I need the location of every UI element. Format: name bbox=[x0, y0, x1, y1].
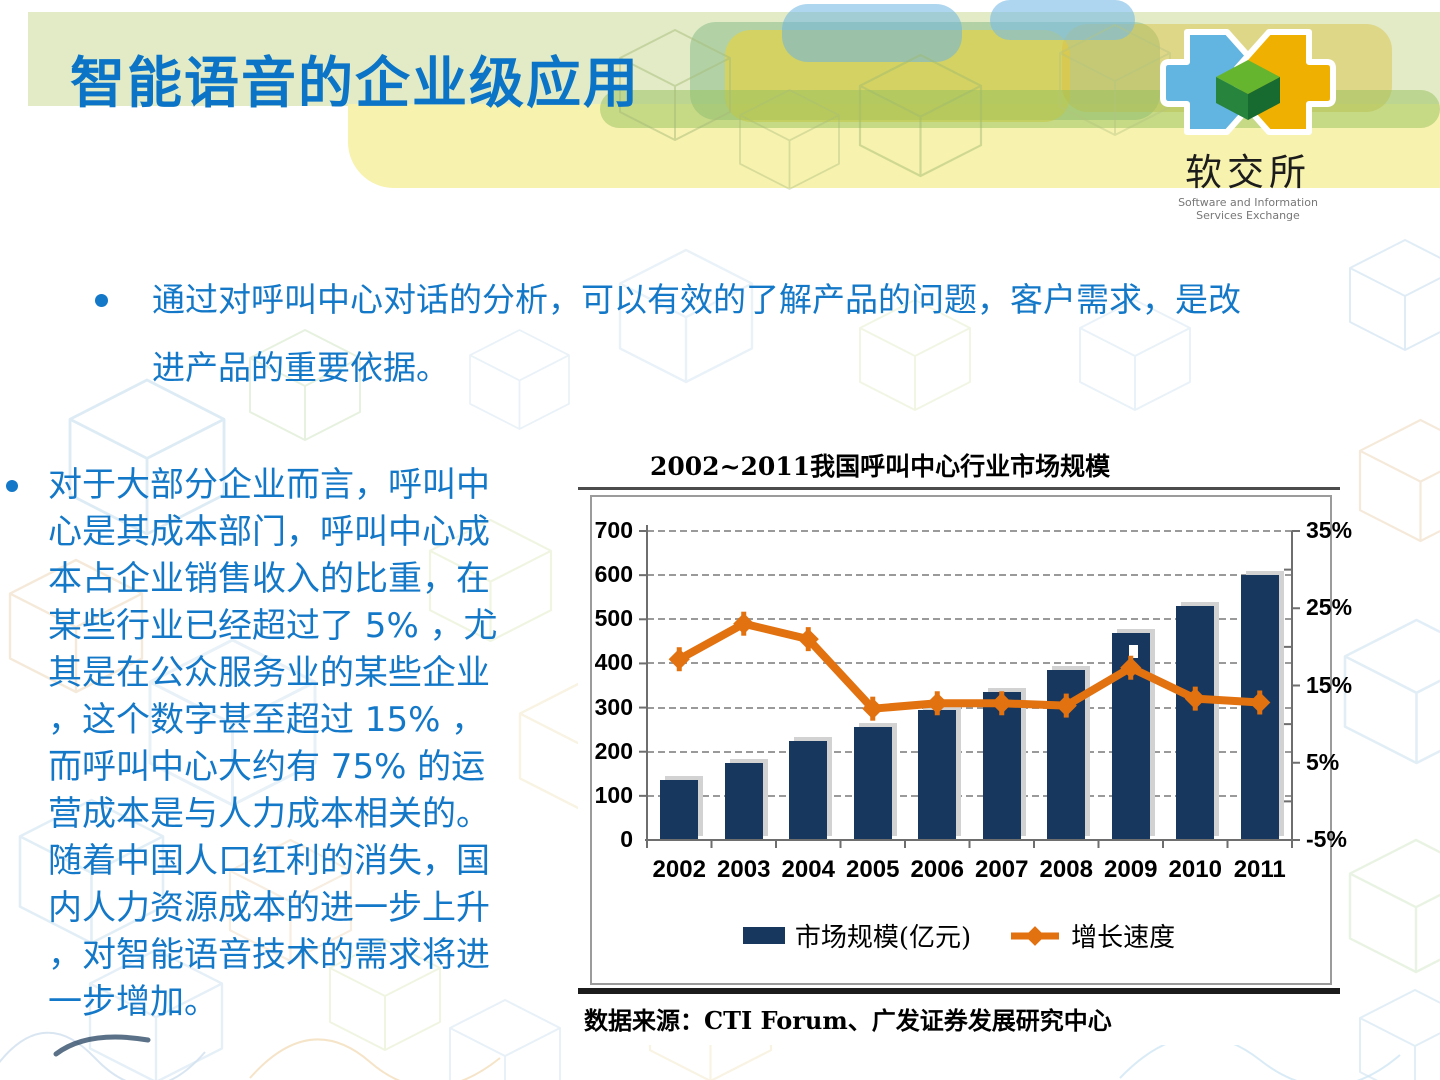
x-axis-label-2009: 2009 bbox=[1104, 856, 1158, 883]
chart-title: 2002~2011我国呼叫中心行业市场规模 bbox=[650, 452, 1111, 481]
chart-panel: 2002~2011我国呼叫中心行业市场规模 0 100 200 300 400 500 60… bbox=[578, 443, 1352, 1045]
bar-2002 bbox=[660, 780, 699, 840]
chart-source: 数据来源：CTI Forum、广发证券发展研究中心 bbox=[584, 1006, 1112, 1035]
gridline-600 bbox=[647, 574, 1292, 577]
x-axis-label-2008: 2008 bbox=[1039, 856, 1093, 883]
right-axis-label--5%: -5% bbox=[1306, 826, 1347, 852]
right-axis-label-35%: 35% bbox=[1306, 517, 1353, 543]
left-axis-label-200: 200 bbox=[594, 737, 633, 764]
right-axis-label-25%: 25% bbox=[1306, 594, 1353, 621]
bullet-dot bbox=[6, 480, 18, 492]
logo-cube-icon bbox=[1216, 60, 1280, 120]
chart-bottom-divider bbox=[578, 988, 1340, 994]
legend-label: 市场规模(亿元) bbox=[794, 923, 972, 953]
growth-marker-2007 bbox=[991, 692, 1013, 714]
x-axis-label-2003: 2003 bbox=[717, 856, 771, 883]
x-axis-label-2007: 2007 bbox=[975, 856, 1029, 883]
left-axis-label-600: 600 bbox=[594, 561, 633, 588]
bar-2007 bbox=[982, 692, 1021, 840]
header-deco-blue-small bbox=[990, 0, 1135, 40]
x-axis-label-2002: 2002 bbox=[652, 856, 706, 883]
left-axis-label-300: 300 bbox=[594, 693, 633, 720]
logo-icon bbox=[1160, 29, 1336, 135]
legend-item-growth-rate: 增长速度 bbox=[1009, 917, 1175, 954]
logo-name: 软交所 bbox=[1185, 151, 1311, 194]
growth-marker-2006 bbox=[926, 692, 948, 714]
logo-subtitle-line1: Software and Information bbox=[1178, 196, 1318, 209]
header-deco-blue bbox=[782, 4, 962, 62]
growth-line bbox=[677, 619, 1260, 713]
bar-2003 bbox=[724, 762, 763, 840]
gridline-200 bbox=[647, 750, 1292, 753]
bullet-call-center-analysis: 通过对呼叫中心对话的分析，可以有效的了解产品的问题，客户需求，是改进产品的重要依… bbox=[95, 266, 1385, 402]
right-axis-label-15%: 15% bbox=[1306, 671, 1353, 698]
x-axis-label-2011: 2011 bbox=[1233, 856, 1286, 883]
chart-legend: 市场规模(亿元) 增长速度 bbox=[578, 917, 1340, 954]
chart-title-divider bbox=[578, 487, 1340, 490]
legend-bar-swatch bbox=[742, 927, 785, 944]
slide-title: 智能语音的企业级应用 bbox=[70, 51, 641, 115]
image-artifact bbox=[1129, 645, 1138, 658]
bullet-left-text: 对于大部分企业而言，呼叫中心是其成本部门，呼叫中心成本占企业销售收入的比重，在某… bbox=[48, 465, 498, 1022]
logo: 软交所 Software and Information Services Ex… bbox=[1148, 20, 1348, 222]
x-axis-label-2004: 2004 bbox=[781, 856, 835, 883]
logo-subtitle-line2: Services Exchange bbox=[1196, 209, 1300, 222]
chart-plot-frame: 0 100 200 300 400 500 600 700 -5% 5% 15% 25% 35% 2002… bbox=[590, 495, 1352, 985]
left-axis-label-400: 400 bbox=[594, 649, 633, 676]
gridline-400 bbox=[647, 662, 1292, 665]
legend-line-swatch bbox=[1011, 925, 1060, 946]
gridline-500 bbox=[647, 618, 1292, 621]
gridline-100 bbox=[647, 794, 1292, 797]
left-axis-label-500: 500 bbox=[594, 605, 633, 632]
x-axis-label-2010: 2010 bbox=[1168, 856, 1222, 883]
growth-marker-2004 bbox=[797, 628, 819, 650]
decorative-swoosh bbox=[53, 1034, 151, 1057]
legend-item-market-size: 市场规模(亿元) bbox=[742, 917, 972, 954]
right-axis-label-5%: 5% bbox=[1306, 748, 1340, 775]
growth-marker-2011 bbox=[1249, 691, 1271, 714]
left-axis-label-0: 0 bbox=[620, 826, 633, 852]
x-axis-label-2006: 2006 bbox=[910, 856, 964, 883]
bar-2006 bbox=[918, 709, 957, 840]
left-axis-label-700: 700 bbox=[594, 517, 633, 543]
gridline-700 bbox=[647, 530, 1292, 532]
legend-label: 增长速度 bbox=[1071, 923, 1176, 953]
bullet-top-text: 通过对呼叫中心对话的分析，可以有效的了解产品的问题，客户需求，是改进产品的重要依… bbox=[152, 280, 1241, 387]
bar-2004 bbox=[789, 740, 828, 840]
bullet-cost-paragraph: 对于大部分企业而言，呼叫中心是其成本部门，呼叫中心成本占企业销售收入的比重，在某… bbox=[6, 462, 561, 1026]
left-axis-label-100: 100 bbox=[594, 781, 633, 808]
gridline-300 bbox=[647, 706, 1292, 709]
x-axis-label-2005: 2005 bbox=[846, 856, 900, 883]
bar-2010 bbox=[1176, 606, 1215, 840]
chart-axes-and-line bbox=[639, 525, 1300, 848]
bullet-dot bbox=[95, 294, 108, 307]
bar-2005 bbox=[853, 726, 892, 840]
